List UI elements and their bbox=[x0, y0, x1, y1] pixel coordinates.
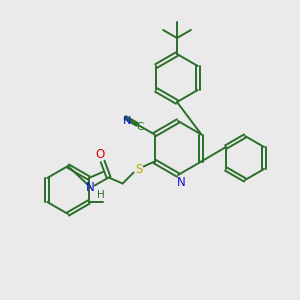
Text: S: S bbox=[135, 163, 142, 176]
Text: O: O bbox=[95, 148, 104, 161]
Text: C: C bbox=[136, 122, 144, 133]
Text: N: N bbox=[177, 176, 185, 190]
Text: N: N bbox=[86, 181, 95, 194]
Text: N: N bbox=[123, 116, 131, 125]
Text: H: H bbox=[97, 190, 104, 200]
